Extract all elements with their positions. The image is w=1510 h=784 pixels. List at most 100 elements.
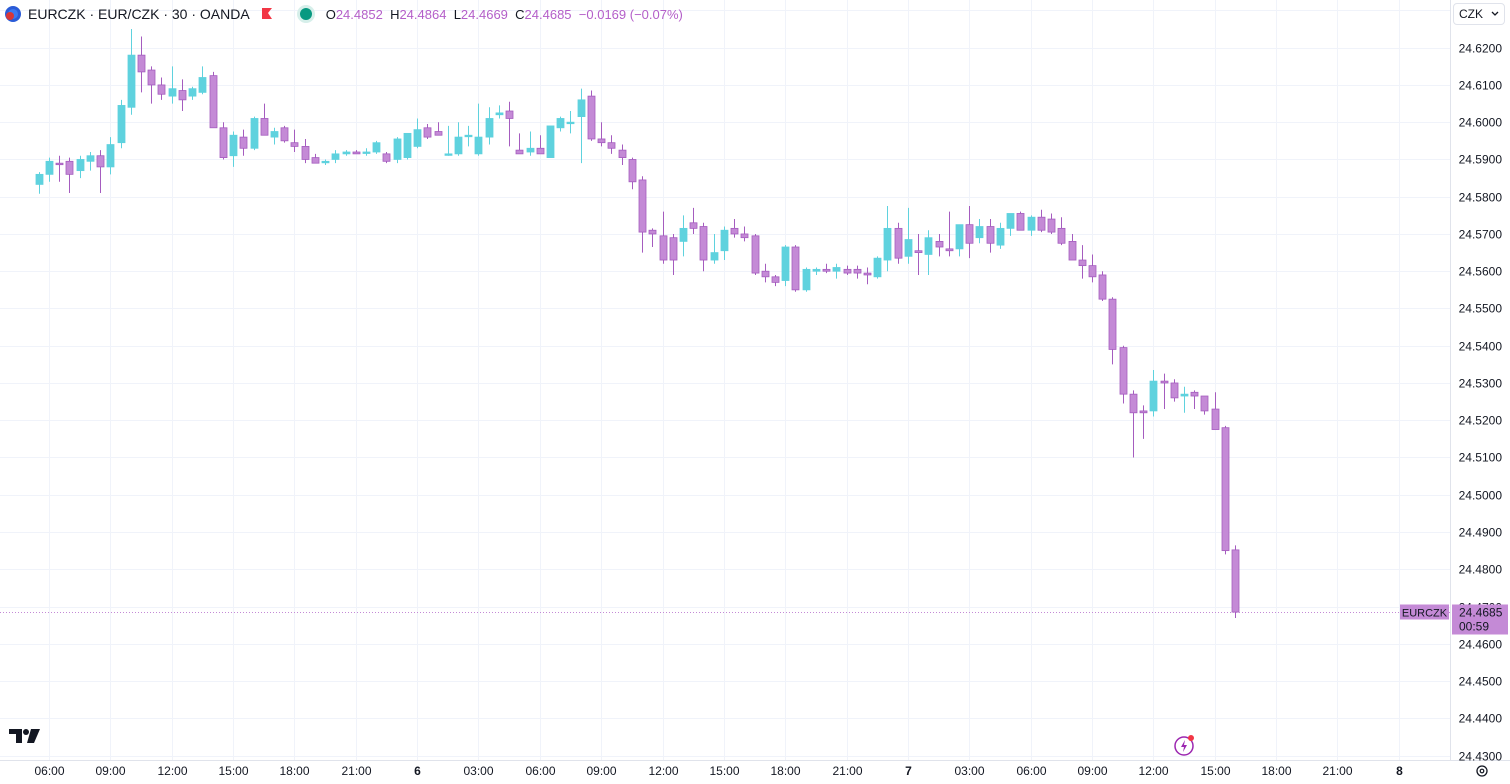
candle-up [86,152,95,171]
candle-up [454,122,463,156]
candle-down [536,135,545,155]
gear-icon[interactable] [1476,765,1488,777]
candle-down [607,135,616,154]
candle-up [127,29,136,115]
candle-down [423,124,432,139]
candle-up [413,118,422,149]
candle-body [209,75,218,129]
time-tick-label: 6 [414,764,421,778]
candle-down [1016,211,1025,231]
price-tick-label: 24.5200 [1459,414,1503,428]
candle-body [883,227,892,261]
last-price-value: 24.4685 [1459,606,1503,620]
candle-body [566,121,575,125]
candle-down [618,144,627,166]
candle-body [1047,218,1056,233]
time-tick-label: 15:00 [218,764,248,778]
currency-selector[interactable]: CZK [1453,3,1505,25]
candle-body [65,160,74,175]
time-tick-label: 18:00 [279,764,309,778]
candle-down [894,222,903,264]
candle-body [464,134,473,138]
candle-up [1006,213,1015,236]
candle-body [1221,427,1230,552]
candle-body [372,142,381,153]
candle-up [474,103,483,156]
time-tick-label: 06:00 [34,764,64,778]
currency-value: CZK [1459,7,1483,21]
candle-down [1108,297,1117,365]
candle-down [352,150,361,155]
candle-body [761,270,770,278]
candle-down [740,226,749,242]
candle-body [526,147,535,153]
candle-up [444,125,453,156]
candle-up [710,233,719,264]
chart-grid [0,0,1450,760]
candle-down [157,77,166,100]
candle-up [1027,215,1036,236]
candle-body [311,157,320,164]
candle-down [843,265,852,275]
candle-body [260,118,269,136]
candle-body [474,136,483,155]
candle-body [853,268,862,274]
market-open-dot-icon[interactable] [299,8,312,20]
price-tick-label: 24.4900 [1459,526,1503,540]
candle-down [515,133,524,155]
candle-up [464,125,473,147]
candle-body [1139,410,1148,414]
time-axis[interactable]: 06:00 09:00 12:00 15:00 18:00 21:00 6 03:00 06:0… [34,764,1403,778]
candle-down [1078,245,1087,279]
candle-down [1037,209,1046,233]
candle-down [638,176,647,253]
chart-legend[interactable]: EURCZK · EUR/CZK · 30 · OANDA O24.4852 H… [4,4,683,24]
candle-body [1231,549,1240,613]
candlestick-series [35,29,1240,619]
price-tick-label: 24.5400 [1459,340,1503,354]
candle-down [280,125,289,143]
candle-down [1211,392,1220,430]
price-axis[interactable]: 24.630024.620024.610024.600024.590024.58… [1459,4,1503,764]
candle-body [628,159,637,183]
candle-body [955,224,964,250]
candle-body [1108,298,1117,350]
candle-body [689,222,698,229]
time-tick-label: 8 [1396,764,1403,778]
candle-body [536,147,545,155]
candle-up [802,267,811,292]
candle-body [178,90,187,101]
symbol-title[interactable]: EURCZK · EUR/CZK · 30 · OANDA [28,6,250,22]
candle-body [1129,393,1138,414]
time-tick-label: 03:00 [954,764,984,778]
candle-up [331,150,340,164]
price-tick-label: 24.4800 [1459,563,1503,577]
candle-down [945,211,954,257]
candle-up [1149,369,1158,417]
last-price-label: EURCZK 24.4685 00:59 [1400,604,1508,635]
candle-down [505,101,514,147]
candle-body [301,146,310,160]
flag-icon[interactable] [260,7,274,21]
price-tick-label: 24.6100 [1459,79,1503,93]
candle-body [331,153,340,160]
lightning-icon[interactable] [1174,734,1196,756]
candle-body [117,105,126,144]
candle-body [587,95,596,140]
candle-up [955,224,964,257]
candle-body [1088,265,1097,278]
tradingview-logo-icon[interactable] [9,728,41,744]
candle-down [137,36,146,93]
candle-body [607,142,616,149]
candle-body [188,88,197,97]
price-tick-label: 24.6200 [1459,42,1503,56]
candle-up [76,155,85,179]
candle-body [618,149,627,158]
candle-body [802,268,811,291]
candle-up [198,66,207,95]
candle-down [1057,217,1066,246]
candle-down [699,222,708,272]
close-key: C [515,6,525,22]
high-value: 24.4864 [399,6,447,22]
